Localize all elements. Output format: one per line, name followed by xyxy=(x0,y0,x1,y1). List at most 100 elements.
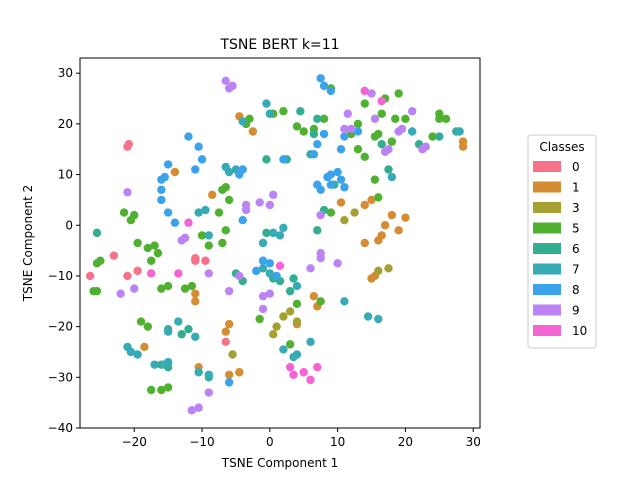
series-class-7 xyxy=(123,99,464,379)
series-class-3 xyxy=(228,208,393,359)
legend-item-class-6: 6 xyxy=(533,242,580,256)
data-point-class-8 xyxy=(184,132,193,141)
data-point-class-5 xyxy=(316,297,325,306)
data-point-class-9 xyxy=(194,403,203,412)
legend-swatch xyxy=(533,181,561,193)
legend-label: 3 xyxy=(572,201,580,215)
data-point-class-10 xyxy=(184,218,193,227)
data-point-class-9 xyxy=(221,76,230,86)
data-point-class-6 xyxy=(377,139,386,149)
data-point-class-5 xyxy=(96,256,105,265)
data-point-class-7 xyxy=(279,345,288,354)
data-point-class-8 xyxy=(319,81,329,91)
y-tick-label: −20 xyxy=(48,320,73,334)
data-point-class-8 xyxy=(238,165,247,174)
data-point-class-7 xyxy=(221,162,230,172)
data-point-class-1 xyxy=(248,127,258,136)
data-point-class-5 xyxy=(374,193,383,202)
x-tick-label: 30 xyxy=(466,435,481,449)
data-point-class-6 xyxy=(296,107,305,116)
legend-item-class-1: 1 xyxy=(533,181,580,195)
data-point-class-5 xyxy=(146,256,156,265)
legend-label: 5 xyxy=(572,222,580,236)
data-point-class-9 xyxy=(343,109,352,118)
data-point-class-1 xyxy=(458,142,468,151)
data-point-class-9 xyxy=(228,81,237,91)
data-point-class-5 xyxy=(391,114,400,124)
data-point-class-8 xyxy=(224,378,234,387)
data-point-class-8 xyxy=(160,172,169,182)
data-point-class-8 xyxy=(313,139,322,149)
data-point-class-8 xyxy=(279,155,288,164)
data-point-class-8 xyxy=(326,86,336,96)
y-tick-label: 30 xyxy=(58,66,73,80)
data-point-class-6 xyxy=(262,228,271,238)
data-point-class-10 xyxy=(299,368,308,377)
data-point-class-1 xyxy=(140,342,149,352)
legend-item-class-7: 7 xyxy=(533,263,580,277)
data-point-class-7 xyxy=(204,370,214,379)
data-point-class-1 xyxy=(191,289,200,298)
data-point-class-1 xyxy=(208,190,217,200)
data-point-class-8 xyxy=(340,132,349,141)
data-point-class-5 xyxy=(143,322,152,331)
data-point-class-9 xyxy=(333,259,342,268)
data-point-class-8 xyxy=(316,185,325,194)
data-point-class-1 xyxy=(360,200,369,210)
data-point-class-0 xyxy=(85,271,95,281)
data-point-class-7 xyxy=(204,231,214,240)
data-point-class-5 xyxy=(197,231,207,240)
data-point-class-1 xyxy=(235,368,244,377)
data-point-class-5 xyxy=(245,114,254,124)
data-point-class-7 xyxy=(292,281,302,291)
data-point-class-6 xyxy=(184,324,193,334)
data-point-class-7 xyxy=(194,368,203,377)
data-point-class-5 xyxy=(292,299,302,309)
x-axis: −20 −10 0 10 20 30 xyxy=(122,428,481,449)
legend-item-class-5: 5 xyxy=(533,222,580,236)
data-point-class-10 xyxy=(285,362,295,372)
data-point-class-8 xyxy=(170,218,180,227)
data-point-class-7 xyxy=(408,127,417,136)
data-point-class-6 xyxy=(309,129,319,139)
data-point-class-8 xyxy=(252,266,261,276)
y-axis-title: TSNE Component 2 xyxy=(21,185,35,302)
data-point-class-7 xyxy=(269,228,278,238)
data-point-class-1 xyxy=(224,370,234,379)
y-tick-label: −40 xyxy=(48,421,73,435)
data-point-class-6 xyxy=(177,330,186,339)
data-point-class-7 xyxy=(455,127,464,136)
data-point-class-1 xyxy=(394,226,403,235)
data-point-class-8 xyxy=(265,259,275,268)
legend-swatch xyxy=(533,304,561,316)
legend-swatch xyxy=(533,284,561,295)
data-point-class-9 xyxy=(265,289,275,298)
data-point-class-5 xyxy=(187,281,197,291)
data-point-class-8 xyxy=(163,160,173,169)
data-point-class-7 xyxy=(258,238,268,248)
data-point-class-8 xyxy=(272,271,281,281)
data-point-class-6 xyxy=(285,286,295,296)
data-point-class-7 xyxy=(387,172,397,182)
data-point-class-7 xyxy=(238,117,247,126)
data-point-class-7 xyxy=(262,99,271,108)
data-point-class-5 xyxy=(157,385,166,395)
data-point-class-3 xyxy=(350,208,359,217)
data-point-class-10 xyxy=(360,86,369,96)
legend-item-class-9: 9 xyxy=(533,304,580,318)
data-point-class-3 xyxy=(269,330,278,339)
data-point-class-5 xyxy=(218,238,227,248)
data-point-class-6 xyxy=(289,274,298,283)
data-point-class-7 xyxy=(279,223,288,232)
data-point-class-7 xyxy=(133,350,142,359)
data-point-class-8 xyxy=(157,195,166,205)
data-point-class-10 xyxy=(146,269,156,278)
legend-swatch xyxy=(533,325,561,336)
data-point-class-9 xyxy=(204,269,214,278)
data-point-class-1 xyxy=(401,213,410,222)
data-point-class-8 xyxy=(316,74,325,83)
data-point-class-5 xyxy=(133,238,142,248)
legend-swatch xyxy=(533,222,561,234)
data-point-class-5 xyxy=(146,385,156,395)
